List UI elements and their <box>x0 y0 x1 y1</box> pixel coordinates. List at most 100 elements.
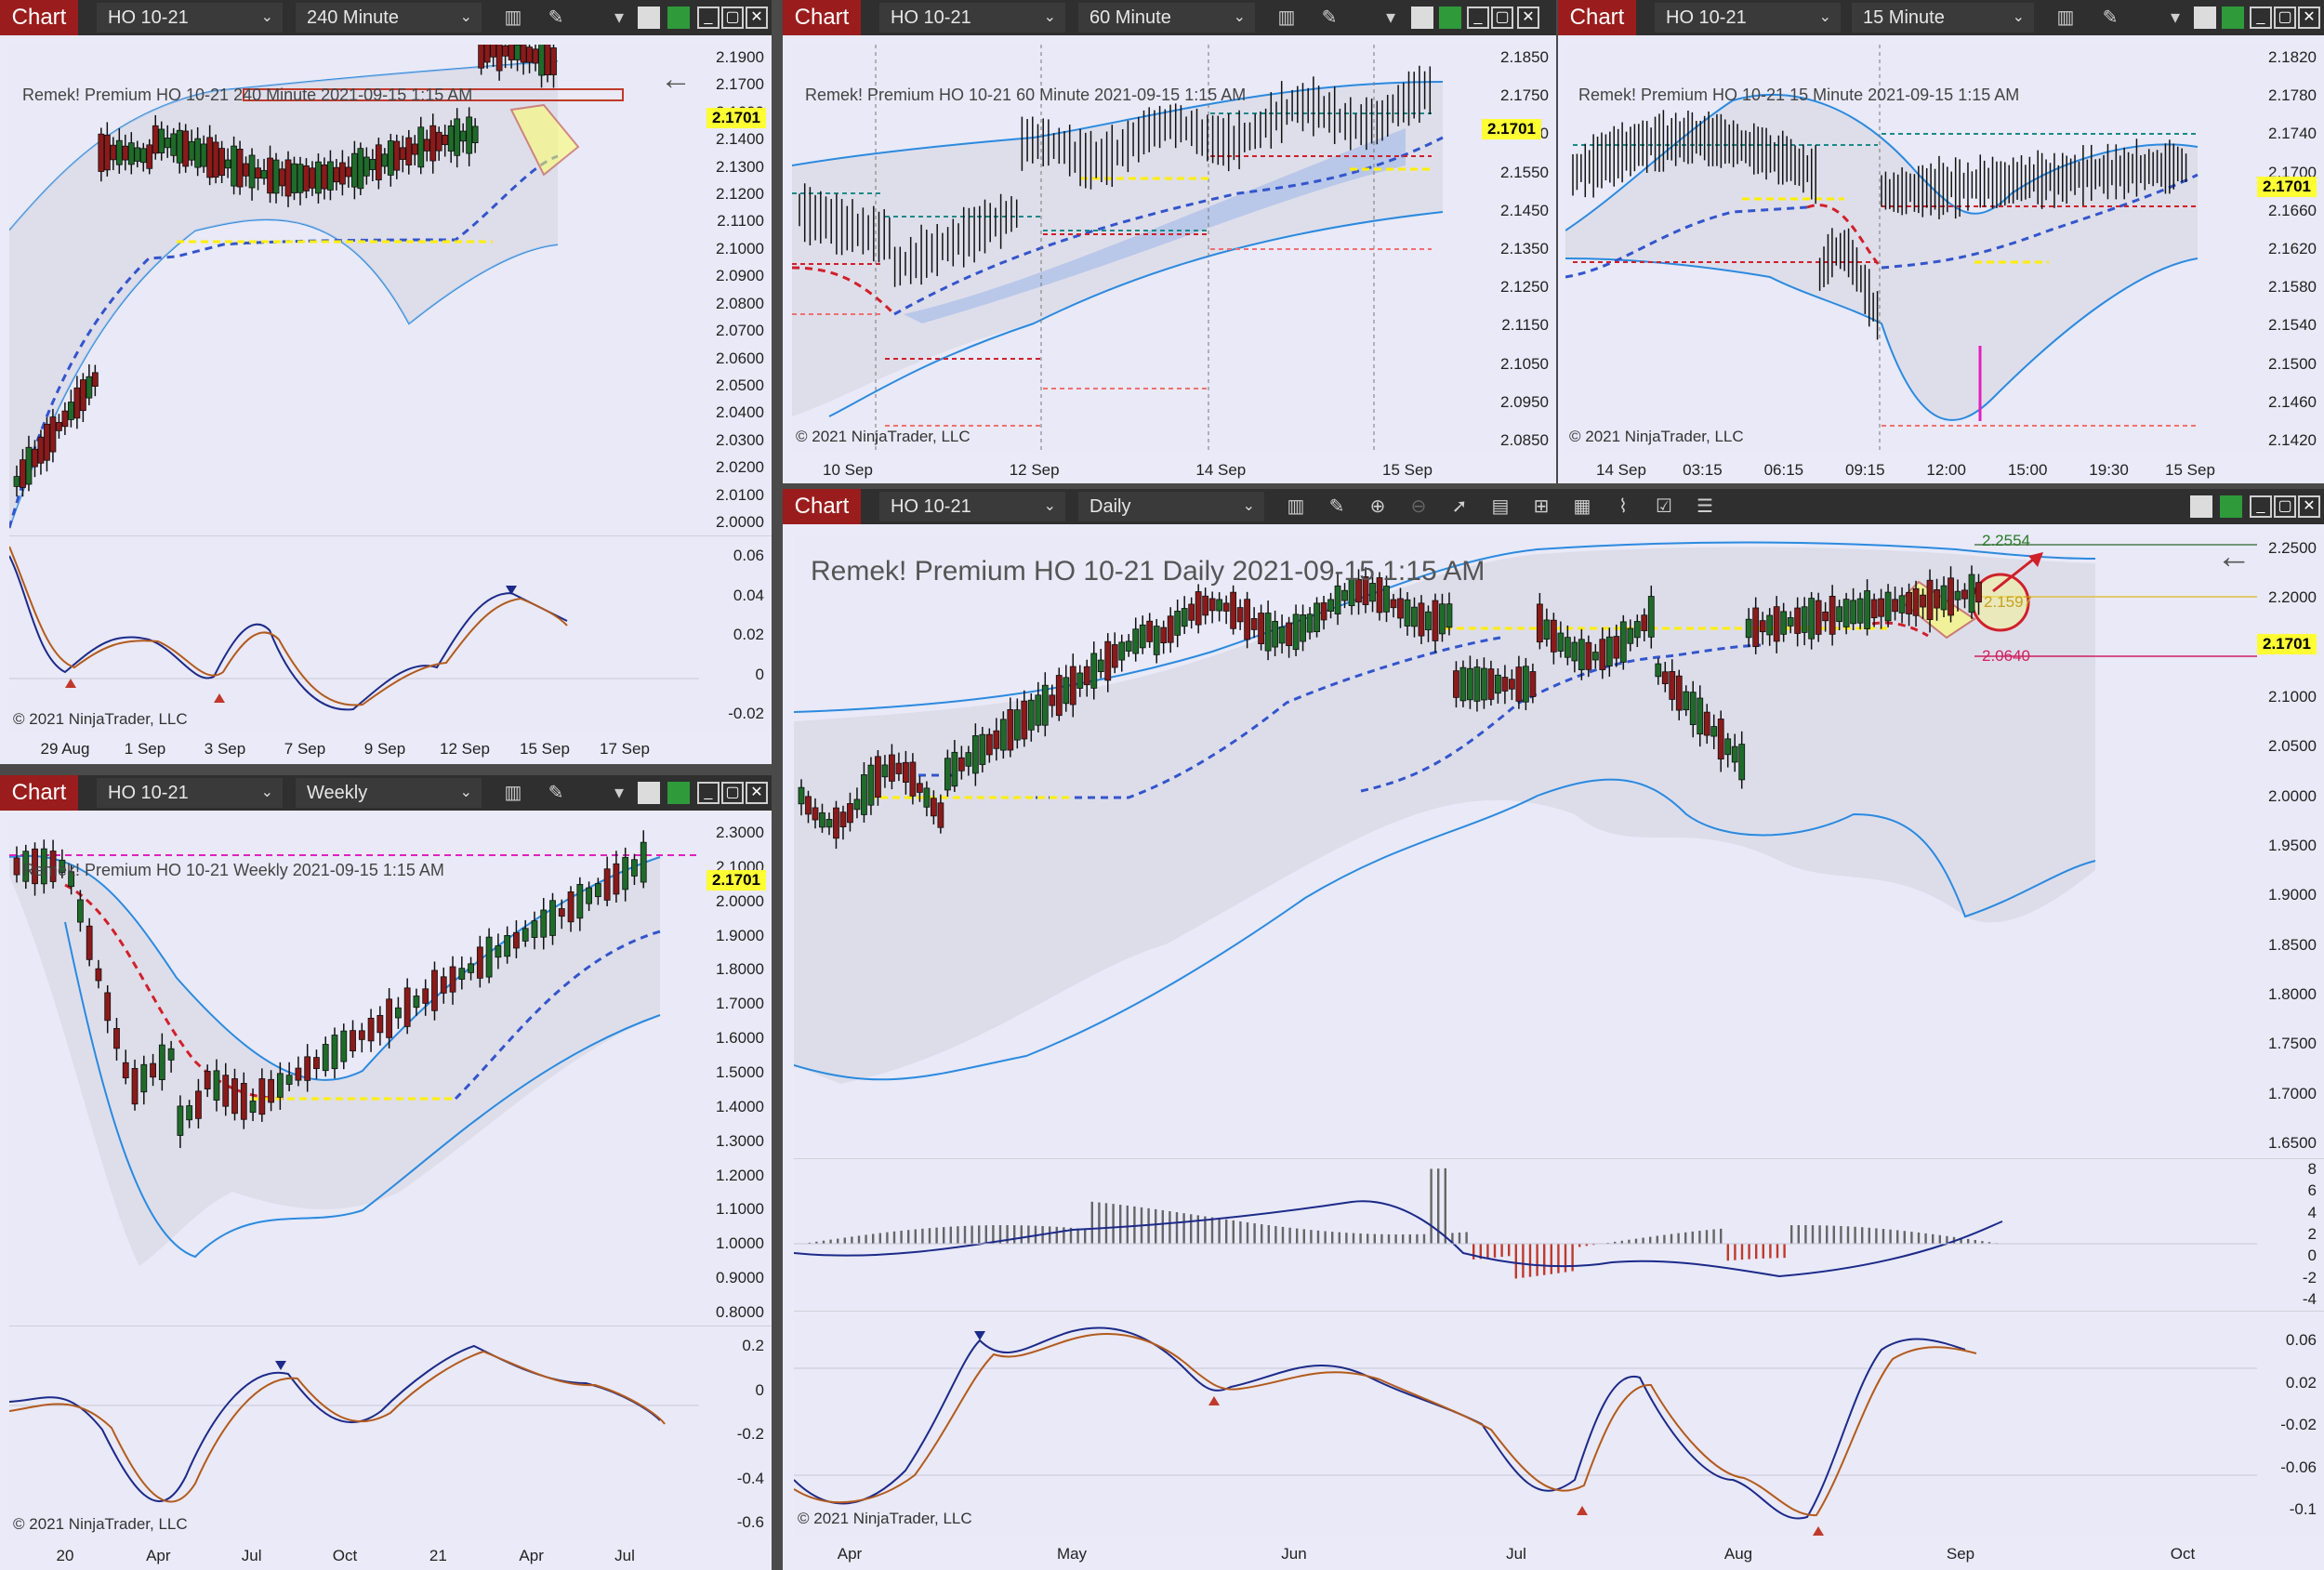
maximize-button[interactable]: ▢ <box>1491 7 1513 29</box>
time-axis[interactable]: 29 Aug 1 Sep 3 Sep 7 Sep 9 Sep 12 Sep 15 Sep 17… <box>9 738 699 764</box>
oscillator-plot[interactable]: © 2021 NinjaTrader, LLC <box>8 1327 699 1541</box>
window-link-button[interactable] <box>2220 495 2242 518</box>
dropdown-arrow-icon[interactable]: ▾ <box>2170 7 2181 28</box>
close-button[interactable]: ✕ <box>2298 495 2320 518</box>
window-link-button[interactable] <box>667 782 690 804</box>
panel-separator <box>794 1158 2324 1159</box>
axis-tick-label: 2.1780 <box>2268 86 2317 105</box>
oscillator-plot[interactable]: © 2021 NinjaTrader, LLC <box>8 537 699 732</box>
window-tile-button[interactable] <box>1411 7 1433 29</box>
price-axis[interactable]: 2.25002.20002.15002.10002.05002.00001.95… <box>2257 535 2324 1156</box>
macd-bar <box>1182 1213 1185 1244</box>
alert-icon[interactable]: ☑ <box>1656 496 1672 517</box>
data-box-icon[interactable]: ⊞ <box>1533 496 1550 517</box>
price-axis[interactable]: 2.3000 2.1000 2.0000 1.9000 1.8000 1.7000 1.60… <box>699 820 772 1326</box>
maximize-button[interactable]: ▢ <box>721 782 744 804</box>
macd-plot[interactable] <box>793 1160 2257 1309</box>
axis-tick-label: 0.02 <box>733 626 764 643</box>
instrument-selector[interactable]: HO 10-21 ⌄ <box>879 492 1065 521</box>
price-plot[interactable]: Remek! Premium HO 10-21 Daily 2021-09-15… <box>793 532 2257 1156</box>
window-tile-button[interactable] <box>638 782 660 804</box>
interval-selector[interactable]: Daily ⌄ <box>1078 492 1264 521</box>
time-axis[interactable]: 14 Sep 03:15 06:15 09:15 12:00 15:00 19:30 15 S… <box>1565 459 2265 483</box>
chart-menu-button[interactable]: Chart <box>1558 0 1636 35</box>
candle-body <box>272 159 280 194</box>
interval-selector[interactable]: Weekly ⌄ <box>296 778 482 808</box>
instrument-selector[interactable]: HO 10-21 ⌄ <box>879 3 1065 33</box>
minimize-button[interactable]: _ <box>697 7 720 29</box>
axis-tick-label: 15:00 <box>2007 461 2048 479</box>
zoom-in-icon[interactable]: ⊕ <box>1369 496 1386 517</box>
oscillator-plot[interactable]: © 2021 NinjaTrader, LLC <box>793 1313 2257 1537</box>
dropdown-arrow-icon[interactable]: ▾ <box>614 783 625 803</box>
close-button[interactable]: ✕ <box>746 7 768 29</box>
window-tile-button[interactable] <box>2194 7 2216 29</box>
maximize-button[interactable]: ▢ <box>2274 7 2296 29</box>
bar-chart-icon[interactable]: ▥ <box>504 7 522 28</box>
pencil-icon[interactable]: ✎ <box>548 783 564 803</box>
close-button[interactable]: ✕ <box>2298 7 2320 29</box>
dropdown-arrow-icon[interactable]: ▾ <box>1385 7 1396 28</box>
interval-selector[interactable]: 60 Minute ⌄ <box>1078 3 1255 33</box>
bar-chart-icon[interactable]: ▥ <box>1277 7 1296 28</box>
instrument-selector[interactable]: HO 10-21 ⌄ <box>1655 3 1841 33</box>
pencil-icon[interactable]: ✎ <box>2102 7 2119 28</box>
macd-bar <box>1204 1216 1207 1244</box>
maximize-button[interactable]: ▢ <box>721 7 744 29</box>
minimize-button[interactable]: _ <box>1467 7 1489 29</box>
close-button[interactable]: ✕ <box>1517 7 1539 29</box>
close-button[interactable]: ✕ <box>746 782 768 804</box>
minimize-button[interactable]: _ <box>2250 7 2272 29</box>
pointer-icon[interactable]: ➚ <box>1451 496 1468 517</box>
price-plot[interactable]: Remek! Premium HO 10-21 60 Minute 2021-0… <box>791 45 1482 454</box>
price-plot[interactable]: Remek! Premium HO 10-21 15 Minute 2021-0… <box>1565 45 2265 454</box>
minimize-button[interactable]: _ <box>697 782 720 804</box>
price-axis[interactable]: 2.18502.17502.16502.15502.14502.13502.12… <box>1482 45 1556 454</box>
time-axis[interactable]: 10 Sep 12 Sep 14 Sep 15 Sep <box>792 459 1482 483</box>
chart-menu-button[interactable]: Chart <box>0 0 78 35</box>
indicators-icon[interactable]: ▦ <box>1573 496 1591 517</box>
instrument-selector[interactable]: HO 10-21 ⌄ <box>97 3 283 33</box>
window-link-button[interactable] <box>1439 7 1461 29</box>
macd-bar <box>1281 1226 1285 1244</box>
bar-chart-icon[interactable]: ▥ <box>504 783 522 803</box>
candle-body <box>1780 611 1788 635</box>
window-link-button[interactable] <box>667 7 690 29</box>
list-icon[interactable]: ☰ <box>1697 496 1713 517</box>
time-axis[interactable]: 20 Apr Jul Oct 21 Apr Jul <box>9 1545 699 1569</box>
pencil-icon[interactable]: ✎ <box>1321 7 1338 28</box>
window-link-button[interactable] <box>2222 7 2244 29</box>
chart-menu-button[interactable]: Chart <box>783 489 861 524</box>
time-axis[interactable]: Apr May Jun Jul Aug Sep Oct <box>794 1543 2257 1569</box>
zoom-out-icon[interactable]: ⊖ <box>1410 496 1427 517</box>
properties-icon[interactable]: ▤ <box>1491 496 1510 517</box>
price-axis[interactable]: 2.1820 2.1780 2.1740 2.1700 2.1660 2.1620 2.15… <box>2265 45 2324 454</box>
interval-selector[interactable]: 240 Minute ⌄ <box>296 3 482 33</box>
oscillator-axis[interactable]: 0.2 0 -0.2 -0.4 -0.6 <box>699 1327 772 1541</box>
macd-axis[interactable]: 8 6 4 2 0 -2 -4 <box>2257 1160 2324 1309</box>
oscillator-axis[interactable]: 0.06 0.04 0.02 0 -0.02 <box>699 537 772 732</box>
pencil-icon[interactable]: ✎ <box>1328 496 1345 517</box>
chart-menu-button[interactable]: Chart <box>783 0 861 35</box>
strategy-icon[interactable]: ⌇ <box>1618 496 1628 517</box>
macd-bar <box>928 1228 931 1244</box>
minimize-button[interactable]: _ <box>2250 495 2272 518</box>
chart-menu-button[interactable]: Chart <box>0 775 78 811</box>
bar-chart-icon[interactable]: ▥ <box>1287 496 1305 517</box>
maximize-button[interactable]: ▢ <box>2274 495 2296 518</box>
candle-body <box>594 883 601 898</box>
window-tile-button[interactable] <box>638 7 660 29</box>
interval-selector[interactable]: 15 Minute ⌄ <box>1852 3 2034 33</box>
dropdown-arrow-icon[interactable]: ▾ <box>614 7 625 28</box>
back-arrow-icon[interactable]: ← <box>660 61 692 97</box>
price-plot[interactable]: Remek! Premium HO 10-21 240 Minute 2021-… <box>7 45 699 535</box>
instrument-selector[interactable]: HO 10-21 ⌄ <box>97 778 283 808</box>
price-plot[interactable]: Remek! Premium HO 10-21 Weekly 2021-09-1… <box>8 820 699 1326</box>
candle-body <box>1808 598 1816 640</box>
back-arrow-icon[interactable]: ← <box>2216 537 2251 576</box>
oscillator-axis[interactable]: 0.06 0.02 -0.02 -0.06 -0.1 <box>2257 1313 2324 1537</box>
window-tile-button[interactable] <box>2190 495 2212 518</box>
candle-body <box>1090 653 1098 689</box>
bar-chart-icon[interactable]: ▥ <box>2056 7 2075 28</box>
pencil-icon[interactable]: ✎ <box>548 7 564 28</box>
